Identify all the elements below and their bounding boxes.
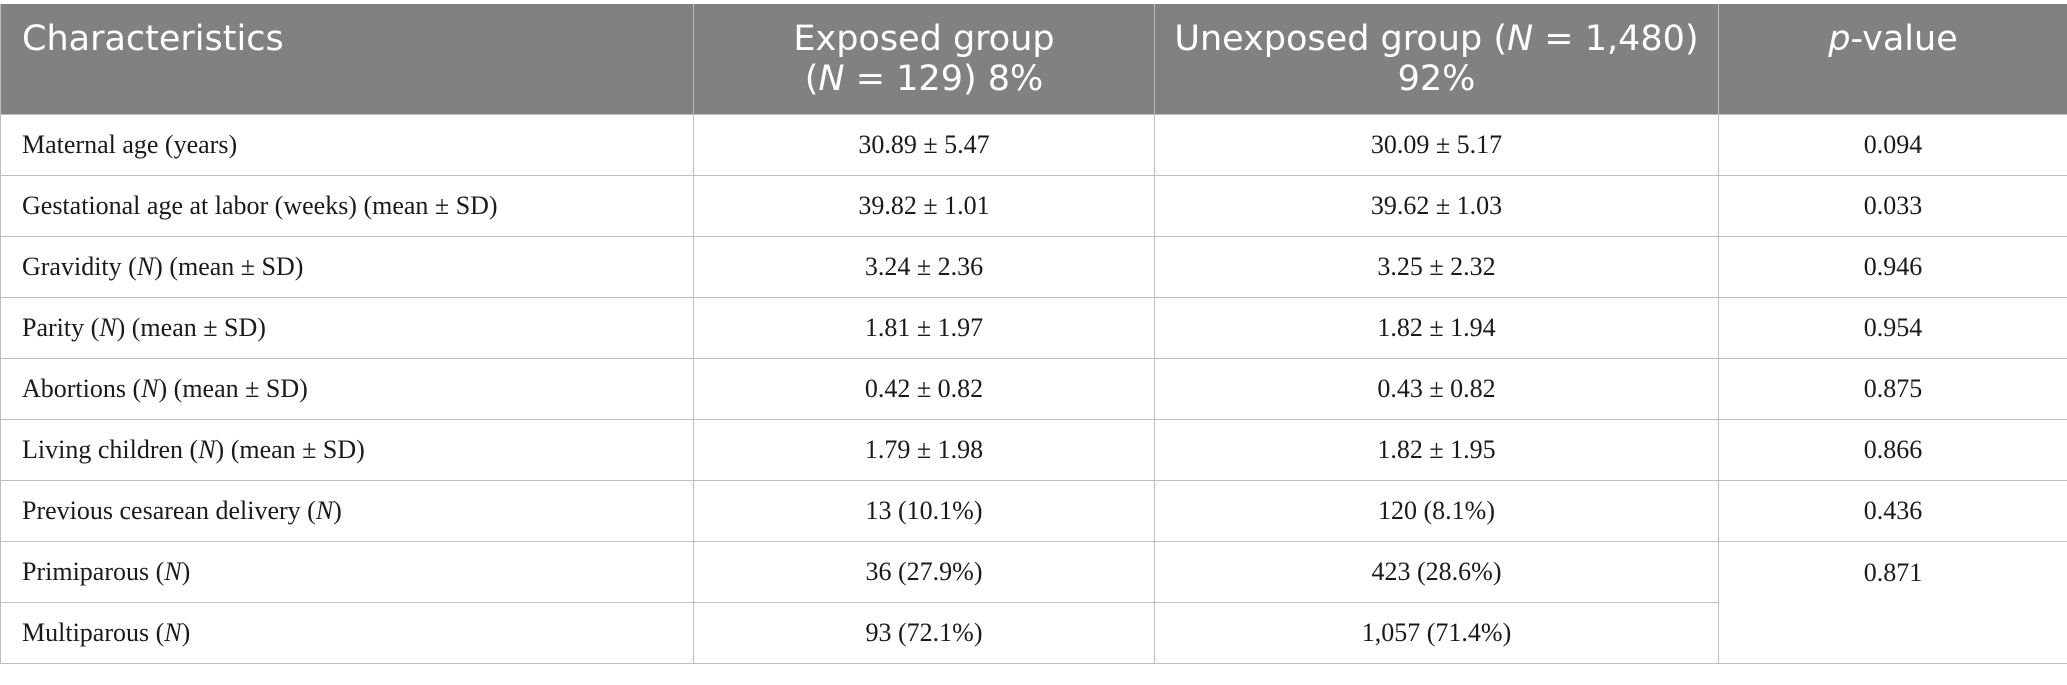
unexposed-cell: 3.25 ± 2.32	[1154, 236, 1719, 298]
characteristics-table-container: Characteristics Exposed group (N = 129) …	[0, 4, 2067, 664]
p-value-cell: 0.954	[1718, 297, 2067, 359]
header-unexposed-n: N	[1506, 19, 1534, 59]
header-unexposed-line2: 92%	[1397, 59, 1476, 99]
unexposed-cell: 39.62 ± 1.03	[1154, 175, 1719, 237]
exposed-cell: 0.42 ± 0.82	[693, 358, 1155, 420]
row-label: Multiparous (N)	[0, 602, 694, 664]
header-unexposed-group: Unexposed group (N = 1,480) 92%	[1154, 4, 1719, 115]
p-value-cell: 0.875	[1718, 358, 2067, 420]
p-value-cell: 0.436	[1718, 480, 2067, 542]
exposed-cell: 3.24 ± 2.36	[693, 236, 1155, 298]
characteristics-table: Characteristics Exposed group (N = 129) …	[0, 4, 2067, 664]
table-row: Maternal age (years) 30.89 ± 5.47 30.09 …	[0, 114, 2067, 176]
header-p-value: p-value	[1718, 4, 2067, 115]
unexposed-cell: 423 (28.6%)	[1154, 541, 1719, 603]
header-p-suffix: -value	[1850, 19, 1958, 59]
exposed-cell: 13 (10.1%)	[693, 480, 1155, 542]
exposed-cell: 30.89 ± 5.47	[693, 114, 1155, 176]
exposed-cell: 1.81 ± 1.97	[693, 297, 1155, 359]
p-value-cell: 0.866	[1718, 419, 2067, 481]
table-row: Previous cesarean delivery (N) 13 (10.1%…	[0, 480, 2067, 542]
row-label: Previous cesarean delivery (N)	[0, 480, 694, 542]
table-row: Parity (N) (mean ± SD) 1.81 ± 1.97 1.82 …	[0, 297, 2067, 359]
row-label: Maternal age (years)	[0, 114, 694, 176]
unexposed-cell: 1.82 ± 1.94	[1154, 297, 1719, 359]
table-row: Gravidity (N) (mean ± SD) 3.24 ± 2.36 3.…	[0, 236, 2067, 298]
table-row: Gestational age at labor (weeks) (mean ±…	[0, 175, 2067, 237]
row-label: Abortions (N) (mean ± SD)	[0, 358, 694, 420]
table-body: Maternal age (years) 30.89 ± 5.47 30.09 …	[0, 114, 2067, 664]
table-row: Primiparous (N) 36 (27.9%) 423 (28.6%) 0…	[0, 541, 2067, 664]
p-value-cell: 0.033	[1718, 175, 2067, 237]
exposed-cell: 36 (27.9%)	[693, 541, 1155, 603]
header-characteristics-label: Characteristics	[22, 19, 284, 59]
header-unexposed-label: Unexposed group (	[1174, 19, 1507, 59]
table-row: Living children (N) (mean ± SD) 1.79 ± 1…	[0, 419, 2067, 481]
p-value-cell: 0.946	[1718, 236, 2067, 298]
header-unexposed-count: = 1,480)	[1533, 19, 1699, 59]
header-p-symbol: p	[1828, 19, 1851, 59]
unexposed-cell: 1,057 (71.4%)	[1154, 602, 1719, 664]
row-label: Gravidity (N) (mean ± SD)	[0, 236, 694, 298]
exposed-cell: 93 (72.1%)	[693, 602, 1155, 664]
p-value-cell: 0.094	[1718, 114, 2067, 176]
header-row: Characteristics Exposed group (N = 129) …	[0, 4, 2067, 115]
header-exposed-count: = 129) 8%	[844, 59, 1044, 99]
unexposed-cell: 1.82 ± 1.95	[1154, 419, 1719, 481]
header-exposed-line1: Exposed group	[793, 19, 1055, 59]
table-row: Multiparous (N) 93 (72.1%) 1,057 (71.4%)	[0, 602, 2067, 664]
row-label: Living children (N) (mean ± SD)	[0, 419, 694, 481]
row-label: Primiparous (N)	[0, 541, 694, 603]
row-label: Parity (N) (mean ± SD)	[0, 297, 694, 359]
header-exposed-paren: (	[804, 59, 819, 99]
p-value-cell-merged: 0.871	[1718, 541, 2067, 664]
row-label: Gestational age at labor (weeks) (mean ±…	[0, 175, 694, 237]
unexposed-cell: 30.09 ± 5.17	[1154, 114, 1719, 176]
header-exposed-line2: (N = 129) 8%	[694, 59, 1154, 99]
unexposed-cell: 120 (8.1%)	[1154, 480, 1719, 542]
header-exposed-n: N	[818, 59, 845, 99]
unexposed-cell: 0.43 ± 0.82	[1154, 358, 1719, 420]
header-unexposed-line1: Unexposed group (N = 1,480)	[1155, 19, 1718, 59]
header-characteristics: Characteristics	[0, 4, 694, 115]
table-header: Characteristics Exposed group (N = 129) …	[0, 4, 2067, 115]
table-row: Abortions (N) (mean ± SD) 0.42 ± 0.82 0.…	[0, 358, 2067, 420]
header-exposed-group: Exposed group (N = 129) 8%	[693, 4, 1155, 115]
exposed-cell: 1.79 ± 1.98	[693, 419, 1155, 481]
exposed-cell: 39.82 ± 1.01	[693, 175, 1155, 237]
